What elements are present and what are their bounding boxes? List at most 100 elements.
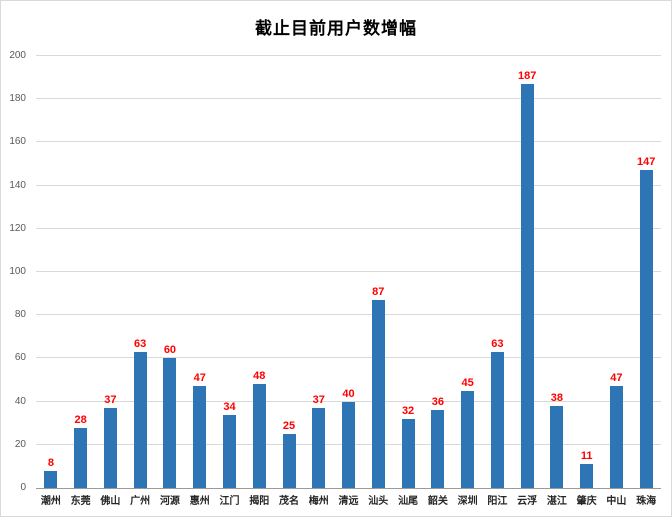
bar [252, 384, 266, 488]
bar-value-label: 28 [74, 413, 87, 426]
bar [342, 401, 356, 488]
plot-area: 8 28 37 63 60 47 34 48 25 37 40 87 32 36 45 63 187 38 11 47… [36, 55, 661, 489]
x-category-label: 湛江 [546, 496, 567, 507]
bar [282, 434, 296, 488]
bar [193, 386, 207, 488]
bar [431, 410, 445, 488]
bar-value-label: 87 [372, 286, 385, 299]
gridline [36, 357, 661, 359]
bar-group: 11 [572, 56, 602, 488]
x-category-label: 江门 [219, 496, 240, 507]
bar-value-label: 37 [104, 394, 117, 407]
bar-value-label: 11 [580, 450, 593, 463]
bar-group: 47 [602, 56, 632, 488]
bar-value-label: 60 [163, 344, 177, 357]
x-category-label: 云浮 [517, 496, 538, 507]
bar [371, 300, 385, 488]
x-category-label: 珠海 [636, 496, 657, 507]
y-tick-label: 160 [9, 136, 26, 148]
gridline [36, 271, 661, 272]
bar-group: 34 [215, 56, 245, 488]
y-axis: 0 20 40 60 80 100 120 140 160 180 200 [1, 50, 31, 493]
x-axis: 潮州 东莞 佛山 广州 河源 惠州 江门 揭阳 茂名 梅州 清远 汕头 汕尾 韶关 深圳 阳江 云浮 湛江 肇庆 中山… [36, 492, 661, 507]
x-category-label: 揭阳 [249, 496, 270, 507]
y-tick-label: 20 [14, 438, 26, 450]
bar [520, 84, 534, 488]
x-category-label: 潮州 [40, 496, 61, 507]
bar-series: 8 28 37 63 60 47 34 48 25 37 40 87 32 36 45 63 187 38 11 47… [36, 56, 661, 488]
gridline [36, 400, 661, 402]
y-tick-label: 40 [14, 395, 26, 407]
bar-value-label: 36 [431, 396, 444, 409]
bar-value-label: 32 [401, 404, 415, 417]
bar-group: 40 [334, 56, 364, 488]
bar-group: 37 [96, 56, 126, 488]
bar-group: 63 [482, 56, 512, 488]
x-category-label: 深圳 [457, 496, 478, 507]
bar-value-label: 40 [342, 387, 355, 400]
bar [163, 358, 177, 488]
bar-group: 87 [363, 56, 393, 488]
bar-value-label: 34 [223, 400, 236, 413]
y-tick-label: 140 [9, 179, 26, 191]
bar [401, 418, 415, 488]
bar-value-label: 47 [193, 372, 206, 385]
bar-value-label: 25 [282, 420, 296, 432]
x-category-label: 韶关 [427, 496, 448, 507]
bar-value-label: 8 [47, 456, 54, 469]
x-category-label: 阳江 [487, 496, 508, 507]
bar-value-label: 147 [637, 156, 656, 169]
bar-group: 63 [125, 56, 155, 488]
gridline [36, 184, 661, 186]
y-tick-label: 200 [9, 50, 26, 61]
y-tick-label: 120 [9, 222, 26, 234]
bar [461, 390, 475, 488]
bar [74, 427, 88, 488]
gridline [36, 141, 661, 143]
bar [312, 408, 326, 488]
y-tick-label: 60 [14, 352, 26, 364]
x-category-label: 广州 [130, 496, 151, 507]
bar-value-label: 45 [461, 376, 474, 389]
y-tick-label: 80 [14, 309, 26, 321]
bar [133, 351, 147, 488]
bar-group: 45 [453, 56, 483, 488]
y-tick-label: 180 [9, 93, 26, 105]
bar [490, 351, 504, 488]
bar-value-label: 63 [134, 337, 147, 350]
bar [222, 414, 236, 488]
bar-group: 28 [66, 56, 96, 488]
bar-value-label: 187 [517, 70, 537, 83]
bar [580, 464, 594, 488]
bar-group: 32 [393, 56, 423, 488]
bar [639, 170, 653, 488]
x-category-label: 梅州 [308, 496, 329, 507]
chart-title: 截止目前用户数增幅 [255, 19, 417, 38]
bar-value-label: 38 [550, 391, 564, 404]
x-category-label: 佛山 [100, 496, 121, 507]
bar-value-label: 63 [491, 337, 504, 350]
bar [103, 408, 117, 488]
x-category-label: 东莞 [70, 496, 91, 507]
bar-value-label: 37 [312, 394, 325, 407]
gridline [36, 227, 661, 229]
bar-group: 48 [244, 56, 274, 488]
x-category-label: 中山 [606, 496, 627, 507]
bar-value-label: 48 [253, 370, 266, 383]
bar [609, 386, 623, 488]
bar-group: 47 [185, 56, 215, 488]
gridline [36, 98, 661, 100]
bar-group: 37 [304, 56, 334, 488]
bar-group: 187 [512, 56, 542, 488]
bar [44, 470, 58, 488]
bar-value-label: 47 [610, 372, 623, 385]
x-category-label: 清远 [338, 496, 359, 507]
x-category-label: 惠州 [189, 496, 210, 507]
y-tick-label: 100 [9, 266, 26, 277]
bar-group: 60 [155, 56, 185, 488]
gridline [36, 55, 661, 56]
x-category-label: 肇庆 [576, 496, 597, 507]
bar-group: 8 [36, 56, 66, 488]
x-category-label: 汕尾 [398, 496, 419, 507]
